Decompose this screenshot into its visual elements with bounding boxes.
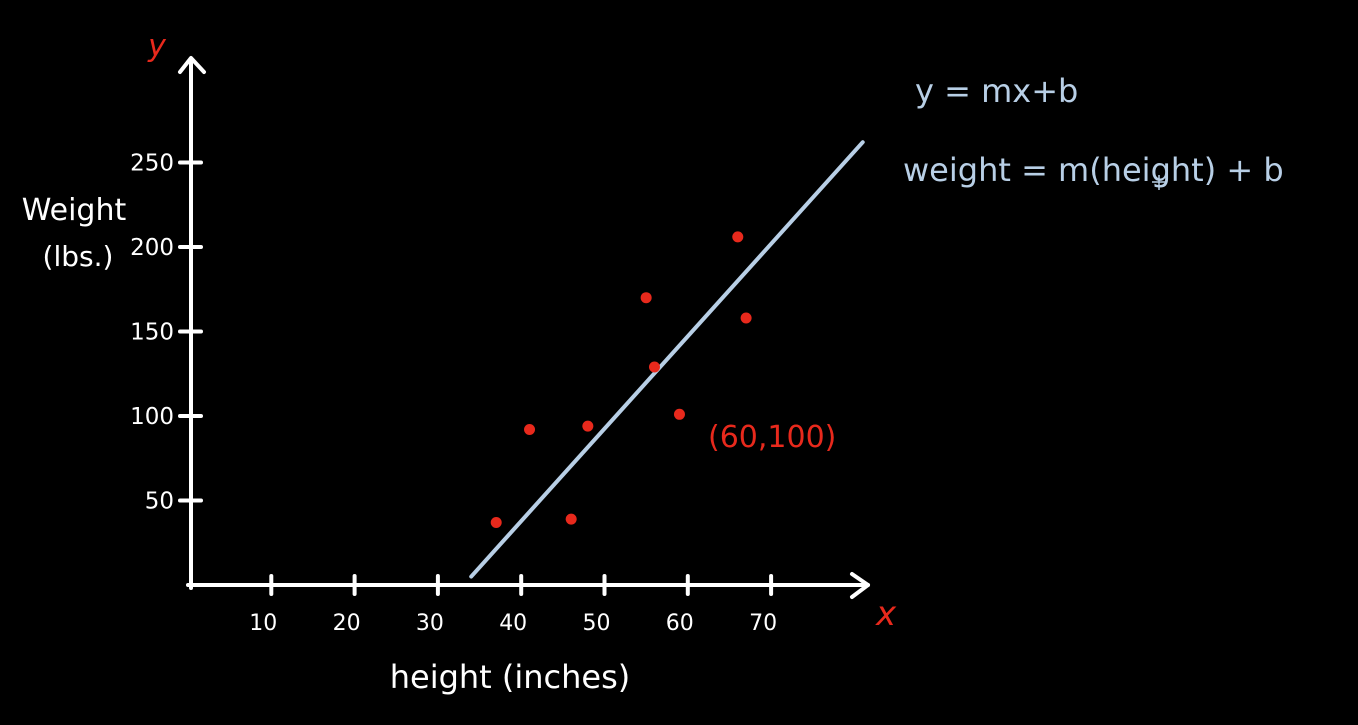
equation-line-1: y = mx+b xyxy=(915,72,1078,110)
data-point-6 xyxy=(648,361,660,373)
axes: 10 20 30 40 50 60 70 50 100 150 200 250 xyxy=(130,56,870,636)
y-ticks: 50 100 150 200 250 xyxy=(130,151,203,515)
data-point-3 xyxy=(565,513,577,525)
data-point-7 xyxy=(673,408,685,420)
x-tick-label: 50 xyxy=(583,611,611,636)
data-point-1 xyxy=(490,516,502,528)
x-axis-label: height (inches) xyxy=(390,658,631,696)
y-tick-label: 50 xyxy=(145,489,174,515)
x-tick-label: 30 xyxy=(416,611,444,636)
crosshair-cursor-icon xyxy=(1152,175,1166,190)
data-point-4 xyxy=(582,420,594,432)
y-axis-label-line-2: (lbs.) xyxy=(43,240,114,273)
x-tick-label: 20 xyxy=(333,611,361,636)
x-tick-label: 40 xyxy=(499,611,527,636)
x-axis-letter: x xyxy=(875,594,897,634)
y-tick-label: 250 xyxy=(130,151,174,177)
x-tick-label: 60 xyxy=(666,611,694,636)
x-axis-arrowhead xyxy=(850,572,870,599)
data-point-2 xyxy=(524,424,536,436)
highlight-point-label: (60,100) xyxy=(708,420,836,455)
y-axis-label-line-1: Weight xyxy=(22,193,127,228)
data-point-5 xyxy=(640,292,652,304)
y-axis-letter: y xyxy=(147,29,167,64)
y-tick-label: 200 xyxy=(130,235,174,261)
y-axis-arrowhead xyxy=(178,56,206,74)
x-ticks: 10 20 30 40 50 60 70 xyxy=(249,574,777,636)
equation-line-2: weight = m(height) + b xyxy=(903,151,1284,189)
y-tick-label: 100 xyxy=(130,404,174,430)
y-tick-label: 150 xyxy=(130,320,174,346)
data-point-8 xyxy=(732,231,744,243)
data-points xyxy=(490,231,752,528)
trend-line xyxy=(469,140,865,579)
x-tick-label: 10 xyxy=(249,611,277,636)
data-point-9 xyxy=(740,312,752,324)
x-tick-label: 70 xyxy=(749,611,777,636)
